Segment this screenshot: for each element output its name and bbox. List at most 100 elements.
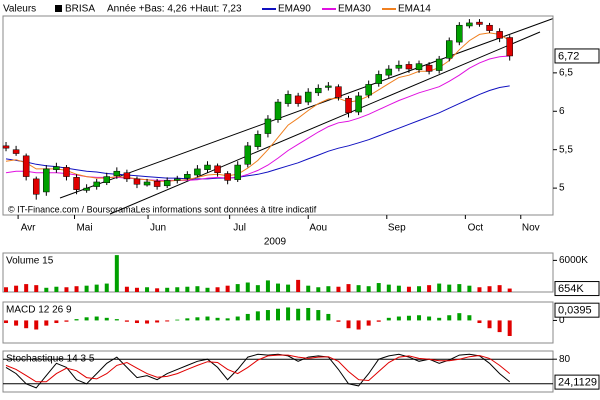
candle-body bbox=[113, 170, 121, 177]
candle-body bbox=[365, 84, 372, 96]
candle-body bbox=[476, 21, 483, 25]
panel-title: Volume 15 bbox=[6, 256, 54, 267]
bar bbox=[396, 316, 401, 321]
bar bbox=[235, 316, 240, 321]
candle-body bbox=[83, 187, 90, 191]
candle-body bbox=[194, 168, 201, 176]
trend-lines bbox=[59, 18, 553, 215]
bar bbox=[134, 320, 139, 324]
x-tick-label: Avr bbox=[21, 223, 36, 234]
bar bbox=[376, 283, 381, 292]
candle-body bbox=[93, 181, 100, 187]
legend-label: EMA30 bbox=[338, 4, 371, 15]
bar bbox=[417, 286, 422, 292]
bar bbox=[104, 283, 109, 292]
bar bbox=[104, 317, 109, 321]
readout-box bbox=[554, 302, 600, 318]
bar bbox=[195, 286, 200, 292]
candle-body bbox=[284, 94, 292, 104]
readout-box bbox=[554, 374, 600, 390]
bar bbox=[44, 320, 49, 326]
bar bbox=[245, 313, 250, 321]
readout-label: 6,72 bbox=[558, 50, 579, 62]
bar bbox=[74, 286, 79, 292]
candle-body bbox=[224, 173, 231, 181]
bar bbox=[74, 319, 79, 321]
panel-title: MACD 12 26 9 bbox=[6, 305, 72, 316]
bar bbox=[427, 316, 432, 321]
bar bbox=[306, 285, 311, 292]
bar bbox=[356, 320, 361, 330]
copyright: © IT-Finance.com / BoursoramaLes informa… bbox=[8, 204, 317, 214]
candle-body bbox=[143, 181, 151, 186]
bar bbox=[114, 255, 119, 292]
bar bbox=[155, 288, 160, 292]
bar bbox=[346, 284, 351, 292]
candle-body bbox=[395, 64, 403, 69]
bar bbox=[457, 313, 462, 321]
bar bbox=[225, 318, 230, 321]
bar bbox=[276, 308, 280, 321]
header-label: Valeurs bbox=[3, 4, 36, 15]
bar bbox=[24, 320, 29, 329]
bar bbox=[497, 285, 502, 292]
bar bbox=[215, 287, 220, 292]
symbol-square bbox=[55, 5, 62, 12]
panel-frame bbox=[2, 301, 554, 344]
bar bbox=[124, 320, 129, 322]
candle-body bbox=[456, 24, 463, 43]
bar bbox=[406, 315, 411, 321]
y-tick-label: 6000K bbox=[559, 255, 588, 266]
symbol: BRISA bbox=[65, 4, 95, 15]
bar bbox=[94, 284, 99, 292]
bar bbox=[24, 284, 29, 292]
bar bbox=[4, 320, 9, 324]
bar bbox=[145, 287, 150, 292]
bar bbox=[205, 316, 210, 321]
readout-label: 0,0395 bbox=[558, 305, 592, 317]
readout-box bbox=[554, 281, 600, 297]
candle-body bbox=[123, 172, 131, 180]
legend-label: EMA14 bbox=[398, 4, 431, 15]
candle-body bbox=[445, 40, 453, 59]
bar bbox=[235, 284, 240, 292]
bar bbox=[134, 287, 139, 292]
readout-label: 654K bbox=[558, 283, 584, 295]
candle-body bbox=[73, 177, 80, 190]
bar bbox=[4, 287, 9, 292]
bar bbox=[396, 285, 401, 292]
candle-body bbox=[294, 95, 302, 104]
bar bbox=[175, 287, 180, 292]
bar bbox=[64, 320, 69, 322]
series-line bbox=[5, 353, 511, 389]
candle-body bbox=[264, 118, 272, 134]
x-tick-label: Oct bbox=[468, 223, 484, 234]
bar bbox=[386, 317, 391, 321]
candle-body bbox=[486, 24, 493, 31]
candle-body bbox=[304, 91, 312, 103]
candle-body bbox=[43, 168, 50, 193]
bar bbox=[84, 317, 89, 321]
bar bbox=[296, 279, 301, 292]
bar bbox=[165, 320, 170, 322]
candle-body bbox=[2, 145, 10, 149]
bar bbox=[346, 320, 351, 329]
bar bbox=[497, 320, 502, 333]
x-tick-label: Sep bbox=[388, 223, 406, 234]
candle-body bbox=[496, 31, 503, 39]
candle-body bbox=[22, 155, 30, 177]
bar bbox=[124, 286, 129, 292]
candle-body bbox=[274, 101, 282, 120]
candle-body bbox=[335, 86, 342, 98]
bar bbox=[34, 320, 39, 330]
legend-label: EMA90 bbox=[278, 4, 311, 15]
bar bbox=[205, 287, 210, 292]
y-tick-label: 0 bbox=[559, 315, 565, 326]
bar bbox=[356, 285, 361, 292]
bar bbox=[44, 287, 49, 292]
bar bbox=[175, 319, 180, 321]
bar bbox=[417, 315, 422, 321]
bar bbox=[64, 287, 69, 292]
